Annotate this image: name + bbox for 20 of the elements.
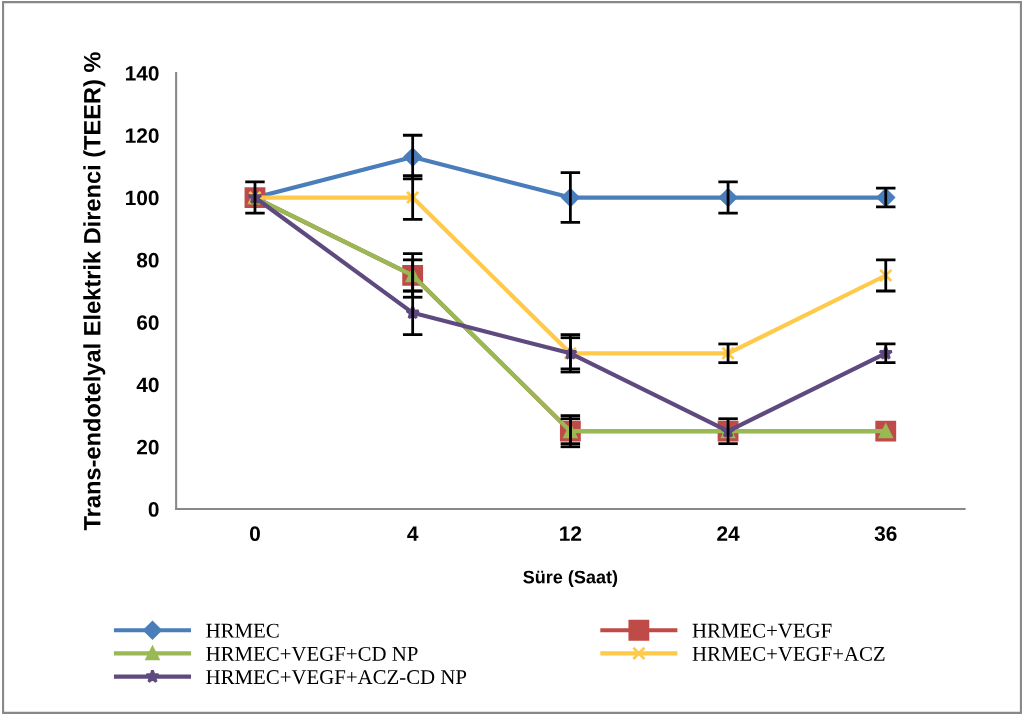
- x-tick-label: 24: [717, 526, 740, 541]
- y-tick-label: 0: [148, 502, 159, 517]
- legend-label: HRMEC+VEGF: [692, 623, 832, 638]
- y-tick-label: 60: [137, 315, 159, 330]
- y-tick-label: 80: [136, 252, 159, 268]
- y-tick-label: 100: [126, 190, 159, 206]
- legend-label: HRMEC+VEGF+CD NP: [206, 646, 418, 662]
- x-tick-label: 36: [874, 526, 897, 542]
- x-tick-label: 12: [560, 526, 582, 541]
- y-tick-label: 120: [126, 128, 159, 143]
- y-axis-title: Trans-endotelyal Elektrik Direnci (TEER) %: [83, 52, 106, 531]
- x-tick-label: 0: [250, 526, 260, 542]
- x-tick-label: 4: [407, 526, 419, 541]
- x-axis-title: Süre (Saat): [523, 570, 618, 587]
- y-tick-label: 40: [136, 377, 159, 393]
- legend-label: HRMEC+VEGF+ACZ: [692, 646, 885, 662]
- y-tick-label: 140: [126, 65, 159, 81]
- legend-label: HRMEC+VEGF+ACZ-CD NP: [206, 670, 467, 685]
- y-tick-label: 20: [137, 439, 159, 455]
- legend-label: HRMEC: [206, 623, 279, 638]
